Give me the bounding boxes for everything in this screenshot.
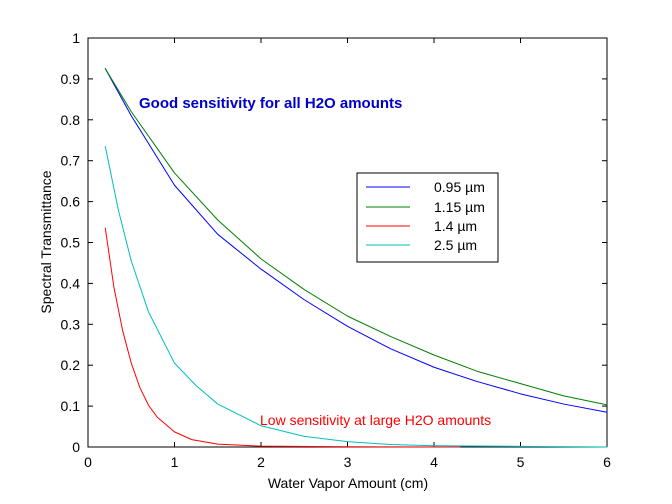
x-axis-label: Water Vapor Amount (cm) <box>268 475 428 491</box>
y-tick-label: 0.7 <box>61 153 81 169</box>
x-tick-label: 0 <box>84 454 92 470</box>
y-tick-label: 0.4 <box>61 275 81 291</box>
y-axis-label: Spectral Transmittance <box>38 170 54 313</box>
y-tick-label: 0.3 <box>61 316 81 332</box>
legend-label-0.95um: 0.95 µm <box>434 179 485 195</box>
y-tick-label: 0 <box>72 439 80 455</box>
legend-box <box>356 172 499 263</box>
legend-label-1.4um: 1.4 µm <box>434 218 477 234</box>
y-tick-label: 0.8 <box>61 112 81 128</box>
x-tick-label: 4 <box>430 454 438 470</box>
x-tick-label: 3 <box>344 454 352 470</box>
legend: 0.95 µm 1.15 µm 1.4 µm 2.5 µm <box>356 172 499 263</box>
series-line-1 <box>104 68 608 406</box>
y-tick-label: 1 <box>72 30 80 46</box>
series-line-0 <box>104 68 608 413</box>
x-tick-label: 2 <box>257 454 265 470</box>
y-tick-label: 0.9 <box>61 71 81 87</box>
y-ticks: 0 0.1 0.2 0.3 0.4 0.5 0.6 0.7 0.8 0.9 1 <box>61 30 607 455</box>
y-tick-label: 0.6 <box>61 194 81 210</box>
x-tick-label: 5 <box>517 454 525 470</box>
y-tick-label: 0.1 <box>61 398 81 414</box>
legend-label-2.5um: 2.5 µm <box>434 237 477 253</box>
series-line-2 <box>104 227 461 448</box>
series-line-3 <box>104 145 608 448</box>
series-lines <box>104 68 608 448</box>
good-sensitivity-annotation: Good sensitivity for all H2O amounts <box>139 95 402 112</box>
x-tick-label: 1 <box>171 454 179 470</box>
x-tick-label: 6 <box>603 454 611 470</box>
y-tick-label: 0.5 <box>61 235 81 251</box>
low-sensitivity-annotation: Low sensitivity at large H2O amounts <box>260 412 491 428</box>
legend-label-1.15um: 1.15 µm <box>434 199 485 215</box>
y-tick-label: 0.2 <box>61 357 81 373</box>
plot-area <box>87 37 608 448</box>
